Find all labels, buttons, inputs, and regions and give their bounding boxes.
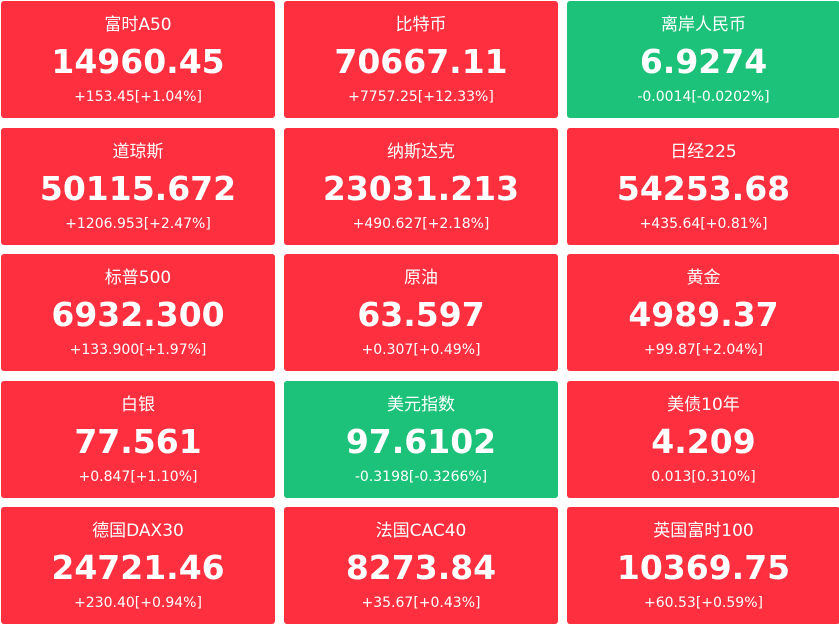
quote-price: 4989.37 — [628, 295, 779, 334]
quote-tile: 德国DAX30 24721.46 +230.40[+0.94%] — [1, 507, 275, 624]
quote-name: 美元指数 — [387, 394, 455, 415]
quote-tile: 日经225 54253.68 +435.64[+0.81%] — [567, 127, 839, 245]
quote-change: +435.64[+0.81%] — [639, 215, 768, 232]
quote-name: 白银 — [121, 394, 155, 415]
quote-price: 63.597 — [357, 295, 485, 334]
quote-price: 24721.46 — [51, 548, 225, 587]
quote-name: 黄金 — [686, 268, 721, 288]
quote-price: 70667.11 — [334, 42, 508, 81]
quote-tile: 离岸人民币 6.9274 -0.0014[-0.0202%] — [567, 1, 839, 118]
quote-price: 50115.672 — [39, 168, 237, 208]
quote-tile: 道琼斯 50115.672 +1206.953[+2.47%] — [1, 127, 275, 245]
quote-change: +99.87[+2.04%] — [644, 342, 763, 358]
quote-tile: 法国CAC40 8273.84 +35.67[+0.43%] — [284, 507, 558, 624]
quote-change: +133.900[+1.97%] — [69, 342, 207, 358]
quote-name: 美债10年 — [667, 394, 740, 415]
quote-name: 比特币 — [395, 15, 447, 35]
quote-change: +490.627[+2.18%] — [352, 215, 490, 232]
quote-change: +60.53[+0.59%] — [644, 595, 763, 611]
quote-price: 10369.75 — [616, 548, 791, 587]
quote-name: 纳斯达克 — [387, 141, 455, 162]
quote-change: +1206.953[+2.47%] — [65, 215, 211, 232]
quote-tile: 黄金 4989.37 +99.87[+2.04%] — [567, 254, 839, 371]
quote-name: 富时A50 — [104, 15, 172, 35]
quote-tile: 美元指数 97.6102 -0.3198[-0.3266%] — [284, 380, 558, 498]
quote-price: 97.6102 — [345, 421, 497, 461]
quote-price: 6932.300 — [51, 295, 225, 334]
quote-change: +230.40[+0.94%] — [74, 595, 202, 611]
quote-price: 4.209 — [651, 421, 756, 461]
quote-name: 英国富时100 — [653, 521, 754, 541]
quote-name: 德国DAX30 — [92, 521, 184, 541]
quote-price: 77.561 — [74, 421, 202, 461]
quote-price: 14960.45 — [51, 42, 225, 81]
quote-change: 0.013[0.310%] — [651, 468, 756, 485]
quote-tile: 英国富时100 10369.75 +60.53[+0.59%] — [567, 507, 839, 624]
quote-name: 道琼斯 — [112, 141, 164, 162]
quote-name: 标普500 — [104, 268, 172, 288]
quote-tile: 标普500 6932.300 +133.900[+1.97%] — [1, 254, 275, 371]
quote-tile: 原油 63.597 +0.307[+0.49%] — [284, 254, 558, 371]
quote-tile: 富时A50 14960.45 +153.45[+1.04%] — [1, 1, 275, 118]
quote-tile: 比特币 70667.11 +7757.25[+12.33%] — [284, 1, 558, 118]
quote-change: +0.307[+0.49%] — [361, 342, 481, 358]
quote-name: 法国CAC40 — [375, 521, 467, 541]
quote-change: -0.0014[-0.0202%] — [637, 89, 770, 105]
quote-tile: 美债10年 4.209 0.013[0.310%] — [567, 380, 839, 498]
quote-price: 23031.213 — [322, 168, 520, 208]
quote-change: -0.3198[-0.3266%] — [354, 468, 488, 485]
quote-name: 原油 — [404, 268, 438, 288]
quote-tile: 纳斯达克 23031.213 +490.627[+2.18%] — [284, 127, 558, 245]
quote-change: +153.45[+1.04%] — [74, 89, 202, 105]
quote-price: 8273.84 — [345, 548, 497, 587]
quote-tile: 白银 77.561 +0.847[+1.10%] — [1, 380, 275, 498]
quote-name: 日经225 — [670, 141, 737, 162]
quote-name: 离岸人民币 — [661, 15, 746, 35]
quote-price: 6.9274 — [639, 42, 768, 81]
quote-price: 54253.68 — [616, 168, 791, 208]
quote-change: +0.847[+1.10%] — [78, 468, 198, 485]
quote-change: +35.67[+0.43%] — [361, 595, 481, 611]
quote-change: +7757.25[+12.33%] — [348, 89, 494, 105]
